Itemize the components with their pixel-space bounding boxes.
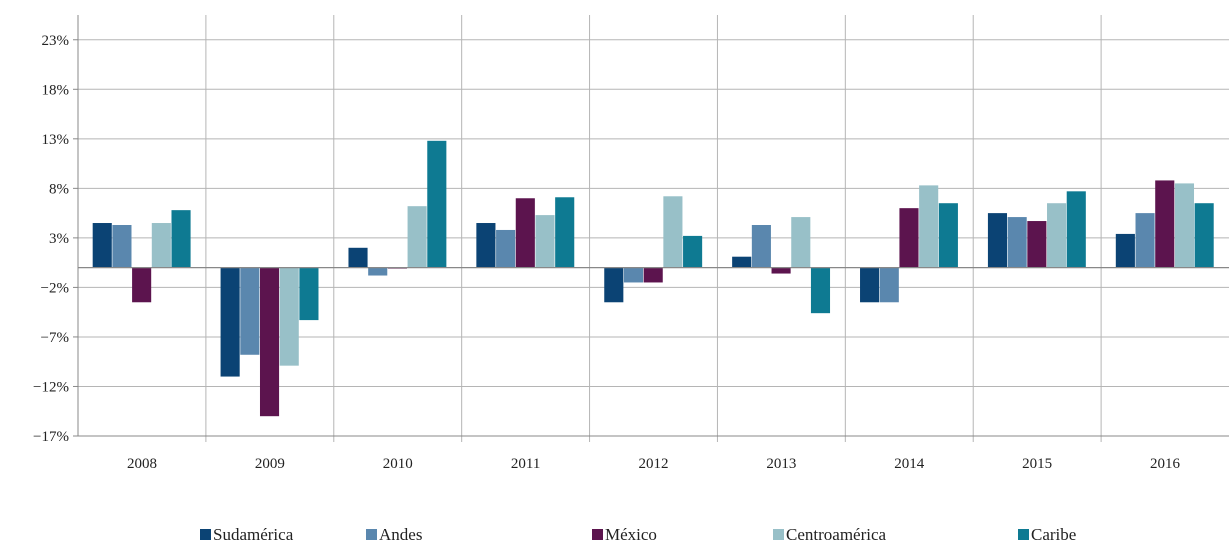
x-tick-label: 2014 bbox=[894, 456, 925, 472]
y-tick-label: −17% bbox=[33, 429, 69, 445]
legend-swatch bbox=[773, 529, 784, 540]
bar-sudam-rica-2009 bbox=[220, 267, 240, 377]
bar-andes-2014 bbox=[879, 267, 899, 303]
bar-andes-2015 bbox=[1007, 217, 1027, 268]
legend-swatch bbox=[366, 529, 377, 540]
bar-m-xico-2011 bbox=[515, 198, 535, 268]
bar-m-xico-2014 bbox=[899, 208, 919, 268]
legend-item-sudam-rica: Sudamérica bbox=[200, 525, 294, 544]
bar-centroam-rica-2011 bbox=[535, 215, 555, 268]
x-tick-label: 2011 bbox=[511, 456, 540, 472]
legend-label: Sudamérica bbox=[213, 525, 294, 544]
bar-m-xico-2015 bbox=[1027, 221, 1047, 268]
bar-centroam-rica-2010 bbox=[407, 206, 427, 268]
bar-sudam-rica-2014 bbox=[860, 267, 880, 303]
bar-caribe-2009 bbox=[299, 267, 319, 321]
y-tick-label: −7% bbox=[41, 330, 69, 346]
bar-centroam-rica-2012 bbox=[663, 196, 683, 268]
legend-item-centroam-rica: Centroamérica bbox=[773, 525, 887, 544]
bar-andes-2016 bbox=[1135, 213, 1155, 268]
legend-item-m-xico: México bbox=[592, 525, 657, 544]
bar-andes-2011 bbox=[496, 229, 516, 268]
bar-caribe-2010 bbox=[427, 140, 447, 268]
legend-label: México bbox=[605, 525, 657, 544]
bar-andes-2013 bbox=[751, 225, 771, 268]
bars bbox=[92, 140, 1214, 417]
bar-centroam-rica-2013 bbox=[791, 217, 811, 268]
bar-caribe-2013 bbox=[810, 267, 831, 314]
bar-andes-2008 bbox=[112, 225, 132, 268]
x-tick-label: 2009 bbox=[255, 456, 285, 472]
legend-swatch bbox=[1018, 529, 1029, 540]
x-tick-label: 2012 bbox=[639, 456, 669, 472]
legend-item-caribe: Caribe bbox=[1018, 525, 1076, 544]
bar-m-xico-2008 bbox=[132, 267, 152, 303]
axes bbox=[73, 15, 1229, 437]
bar-sudam-rica-2011 bbox=[476, 223, 496, 268]
bar-caribe-2014 bbox=[938, 203, 958, 268]
y-tick-labels: 23% 18% 13% 8% 3% −2% −7% −12% −17% bbox=[33, 33, 69, 445]
x-tick-label: 2008 bbox=[127, 456, 157, 472]
bar-caribe-2011 bbox=[555, 197, 575, 268]
bar-sudam-rica-2013 bbox=[732, 256, 752, 268]
bar-centroam-rica-2016 bbox=[1174, 183, 1195, 268]
x-tick-label: 2016 bbox=[1150, 456, 1181, 472]
y-tick-label: −2% bbox=[41, 280, 69, 296]
bar-sudam-rica-2016 bbox=[1115, 233, 1135, 268]
bar-andes-2010 bbox=[368, 267, 388, 276]
x-tick-labels: 2008 2009 2010 2011 2012 2013 2014 2015 2016 bbox=[127, 456, 1181, 472]
bar-centroam-rica-2008 bbox=[151, 223, 171, 268]
bar-sudam-rica-2015 bbox=[987, 213, 1008, 268]
bar-sudam-rica-2010 bbox=[348, 247, 368, 268]
y-tick-label: 13% bbox=[42, 132, 70, 148]
bar-caribe-2015 bbox=[1066, 191, 1086, 268]
legend-label: Andes bbox=[379, 525, 422, 544]
y-tick-label: 8% bbox=[49, 181, 69, 197]
bar-centroam-rica-2014 bbox=[919, 185, 939, 268]
bar-andes-2009 bbox=[240, 267, 260, 355]
y-tick-label: 18% bbox=[42, 82, 70, 98]
bar-andes-2012 bbox=[623, 267, 644, 283]
x-tick-label: 2015 bbox=[1022, 456, 1052, 472]
bar-centroam-rica-2015 bbox=[1047, 203, 1067, 268]
bar-m-xico-2012 bbox=[643, 267, 663, 283]
bar-centroam-rica-2009 bbox=[279, 267, 299, 366]
y-tick-label: 23% bbox=[42, 33, 70, 49]
legend-item-andes: Andes bbox=[366, 525, 422, 544]
x-tick-label: 2013 bbox=[766, 456, 796, 472]
bar-sudam-rica-2012 bbox=[604, 267, 624, 303]
bar-caribe-2012 bbox=[683, 235, 703, 268]
bar-m-xico-2016 bbox=[1155, 180, 1175, 268]
bar-sudam-rica-2008 bbox=[92, 223, 112, 268]
bar-m-xico-2013 bbox=[771, 267, 791, 274]
legend-swatch bbox=[200, 529, 211, 540]
x-tick-label: 2010 bbox=[383, 456, 413, 472]
legend-swatch bbox=[592, 529, 603, 540]
bar-caribe-2008 bbox=[171, 210, 191, 268]
legend: Sudamérica Andes México Centroamérica Caribe bbox=[200, 525, 1076, 544]
y-tick-label: −12% bbox=[33, 379, 69, 395]
legend-label: Caribe bbox=[1031, 525, 1076, 544]
bar-m-xico-2009 bbox=[259, 267, 280, 417]
bar-caribe-2016 bbox=[1194, 203, 1214, 268]
y-tick-label: 3% bbox=[49, 231, 69, 247]
legend-label: Centroamérica bbox=[786, 525, 887, 544]
